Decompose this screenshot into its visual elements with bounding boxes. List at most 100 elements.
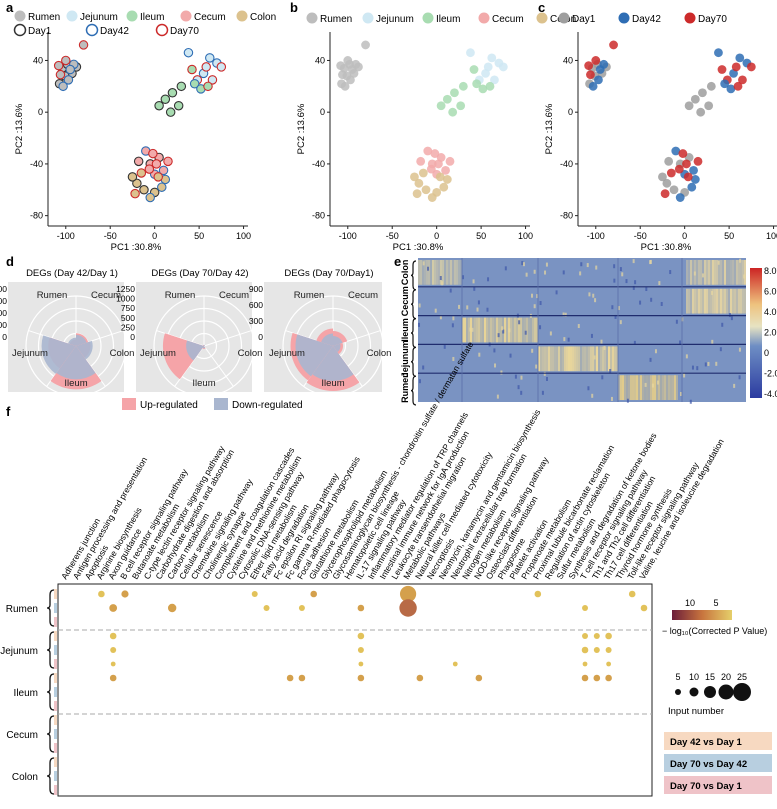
heatmap-cell — [462, 317, 464, 343]
heatmap-cell — [586, 346, 588, 372]
heatmap-cell — [440, 260, 442, 285]
heatmap-cell — [520, 317, 522, 343]
polar-tick-label: 750 — [121, 303, 135, 313]
heatmap-cell — [696, 288, 698, 314]
data-point — [63, 75, 74, 85]
size-legend-tick: 5 — [675, 672, 680, 682]
x-tick-label: 0 — [682, 231, 687, 241]
heatmap-cell — [652, 375, 654, 400]
data-point — [412, 189, 422, 199]
data-point — [53, 60, 64, 71]
panel-label-d: d — [6, 254, 14, 269]
heatmap-cell — [710, 260, 712, 285]
heatmap-cell — [613, 278, 616, 283]
dotplot-brace — [46, 631, 55, 669]
panel-label-b: b — [290, 0, 298, 15]
legend-swatch — [478, 12, 490, 24]
heatmap-cell — [600, 346, 602, 372]
heatmap-cell — [426, 260, 428, 285]
legend-swatch — [66, 10, 78, 22]
heatmap-cell — [474, 317, 476, 343]
dot — [110, 661, 116, 667]
heatmap-cell — [679, 391, 682, 396]
comparison-marker — [54, 631, 57, 641]
polar-tick-label: 200 — [0, 320, 7, 330]
polar-category-label: Rumen — [37, 290, 68, 301]
panel-label-e: e — [394, 254, 401, 269]
heatmap-cell — [451, 323, 454, 328]
heatmap-cell — [562, 346, 564, 372]
heatmap-cell — [610, 396, 613, 401]
heatmap-cell — [578, 346, 580, 372]
heatmap-cell — [595, 265, 598, 270]
y-axis-title: PC2 :13.6% — [544, 103, 555, 154]
comparison-marker — [54, 757, 57, 767]
heatmap-cell — [524, 330, 527, 335]
heatmap-cell — [452, 260, 454, 285]
heatmap-cell — [696, 366, 699, 371]
x-tick-label: -50 — [104, 231, 117, 241]
heatmap-brace — [410, 318, 417, 348]
heatmap-cell — [530, 293, 533, 298]
data-point — [690, 94, 700, 104]
dot — [98, 590, 105, 598]
heatmap-cell — [506, 317, 508, 343]
heatmap-cell — [517, 385, 520, 390]
data-point — [469, 65, 479, 74]
heatmap-cell — [588, 346, 590, 372]
heatmap-cell — [480, 317, 482, 343]
heatmap-cell — [422, 365, 425, 370]
heatmap-cell — [630, 375, 632, 400]
heatmap-cell — [603, 345, 606, 350]
dot — [121, 590, 129, 598]
heatmap-cell — [494, 317, 496, 343]
heatmap-cell — [738, 260, 740, 285]
data-point — [684, 101, 694, 111]
data-point — [726, 84, 736, 94]
comparison-legend-label: Day 70 vs Day 42 — [670, 759, 747, 770]
x-tick-label: 0 — [152, 231, 157, 241]
heatmap-cell — [439, 275, 442, 280]
comparison-marker — [54, 645, 57, 655]
data-point — [434, 159, 443, 169]
heatmap-cell — [452, 316, 455, 321]
heatmap-cell — [546, 346, 548, 372]
polar-bar — [76, 340, 93, 360]
heatmap-cell — [533, 269, 536, 274]
data-point — [421, 185, 431, 195]
legend-label: Cecum — [492, 14, 524, 25]
heatmap-cell — [418, 260, 420, 285]
legend-label: Rumen — [320, 14, 352, 25]
polar-tick-label: 0 — [2, 332, 7, 342]
heatmap-cell — [708, 260, 710, 285]
legend-label: Cecum — [194, 12, 226, 23]
dotplot-row-label: Rumen — [6, 604, 38, 615]
heatmap-cell — [450, 260, 452, 285]
heatmap-cell — [520, 390, 523, 395]
heatmap-cell — [674, 375, 676, 400]
data-point — [678, 149, 688, 158]
data-point — [472, 79, 482, 89]
y-axis-title: PC2 :13.6% — [296, 103, 307, 154]
data-point — [343, 56, 353, 65]
data-point — [658, 172, 667, 182]
dot — [357, 647, 364, 653]
legend-label: Ileum — [436, 14, 460, 25]
data-point — [689, 165, 698, 175]
heatmap-cell — [434, 260, 436, 285]
y-tick-label: -40 — [312, 159, 325, 169]
heatmap-cell — [662, 375, 664, 400]
heatmap-cell — [724, 260, 726, 285]
heatmap-cell — [458, 260, 460, 285]
dot — [310, 590, 318, 598]
heatmap-cell — [548, 346, 550, 372]
heatmap-cell — [728, 288, 730, 314]
dotplot-brace — [46, 589, 55, 627]
legend-label: Down-regulated — [232, 400, 303, 411]
x-tick-label: -100 — [57, 231, 75, 241]
heatmap-cell — [564, 312, 567, 317]
heatmap-cell — [719, 347, 722, 352]
heatmap-cell — [690, 288, 692, 314]
